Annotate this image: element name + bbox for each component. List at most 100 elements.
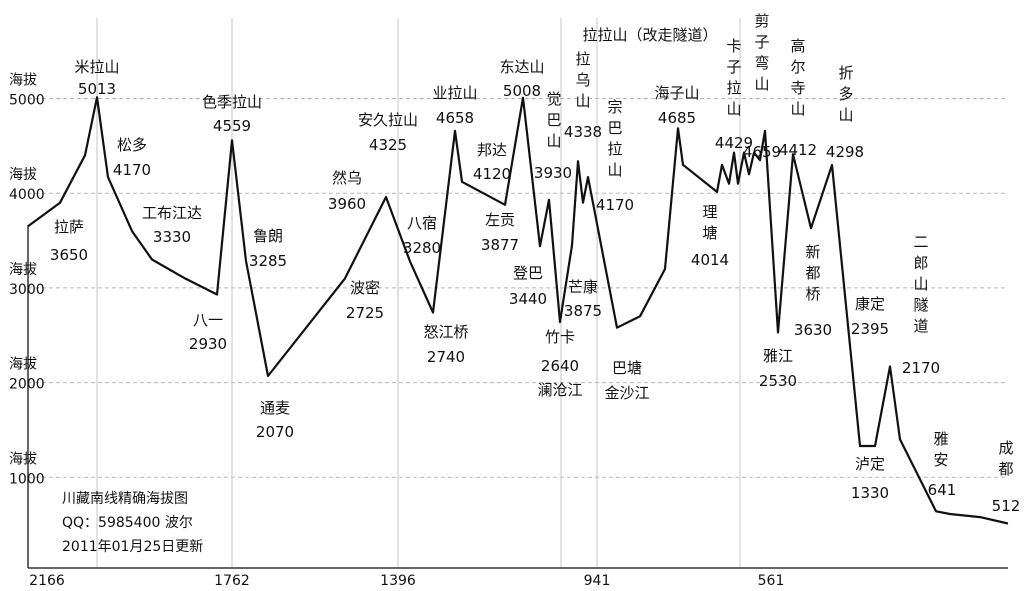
point-name: 邦达 xyxy=(477,141,507,159)
point-value: 3285 xyxy=(249,252,287,270)
chart-info: 川藏南线精确海拔图 QQ：5985400 波尔 2011年01月25日更新 xyxy=(62,491,203,555)
point-value: 1330 xyxy=(851,484,889,502)
point-value: 3875 xyxy=(564,302,602,320)
point-name-char: 新 xyxy=(805,243,820,261)
point-name: 怒江桥 xyxy=(423,323,468,341)
point-name-char: 山 xyxy=(575,92,590,110)
x-tick-label: 2166 xyxy=(29,573,65,589)
point-value: 4170 xyxy=(596,196,634,214)
point-value: 4338 xyxy=(564,123,602,141)
y-tick-label: 4000 xyxy=(9,187,45,203)
point-name: 海子山 xyxy=(654,84,699,102)
point-name-char: 安 xyxy=(933,451,948,469)
point-name-char: 子 xyxy=(754,33,769,51)
point-name-char: 桥 xyxy=(805,285,820,303)
point-name: 工布江达 xyxy=(142,204,202,222)
point-name-vertical: 觉巴山 xyxy=(546,90,561,150)
x-tick-label: 941 xyxy=(584,573,611,589)
point-value: 2930 xyxy=(189,335,227,353)
point-name: 康定 xyxy=(855,295,885,313)
point-value: 3280 xyxy=(403,239,441,257)
y-tick-label: 海拔 xyxy=(9,357,37,373)
point-value: 4659 xyxy=(743,143,781,161)
point-name: 色季拉山 xyxy=(202,93,262,111)
point-name: 金沙江 xyxy=(604,384,649,402)
point-name-char: 巴 xyxy=(607,119,622,137)
point-value: 3440 xyxy=(509,290,547,308)
point-name: 芒康 xyxy=(568,278,598,296)
point-name-char: 子 xyxy=(726,58,741,76)
point-name-vertical: 新都桥 xyxy=(805,243,820,303)
point-value: 5013 xyxy=(78,80,116,98)
point-value: 2530 xyxy=(759,372,797,390)
point-name: 然乌 xyxy=(332,169,362,187)
point-name-char: 山 xyxy=(726,100,741,118)
point-name-char: 山 xyxy=(546,132,561,150)
point-labels: 拉萨 3650 米拉山 5013 松多 4170 工布江达 3330 八一 2930 色季拉山 455… xyxy=(50,12,1020,515)
point-name-vertical: 雅安 xyxy=(933,430,948,469)
y-tick-label: 海拔 xyxy=(9,451,37,467)
point-name-char: 拉 xyxy=(726,79,741,97)
point-value: 4429 xyxy=(715,134,753,152)
point-name-char: 乌 xyxy=(575,71,590,89)
point-name-char: 理 xyxy=(702,203,717,221)
point-value: 4325 xyxy=(369,136,407,154)
y-tick-label: 海拔 xyxy=(9,73,37,89)
point-value: 2725 xyxy=(346,304,384,322)
extra-label: 拉拉山（改走隧道） xyxy=(582,26,717,44)
point-name: 拉萨 xyxy=(54,218,84,236)
point-name: 登巴 xyxy=(513,264,543,282)
point-name: 米拉山 xyxy=(74,58,119,76)
point-name: 鲁朗 xyxy=(253,227,283,245)
axes xyxy=(27,225,1008,569)
point-name-char: 折 xyxy=(838,64,853,82)
point-name: 波密 xyxy=(350,279,380,297)
y-tick-label: 5000 xyxy=(9,93,45,109)
point-name: 通麦 xyxy=(260,399,290,417)
point-name-vertical: 拉乌山 xyxy=(575,50,590,110)
point-value: 3330 xyxy=(153,228,191,246)
point-value: 4658 xyxy=(436,109,474,127)
point-value: 4559 xyxy=(213,117,251,135)
point-name-char: 拉 xyxy=(607,140,622,158)
point-name-char: 剪 xyxy=(754,12,769,30)
point-name-char: 山 xyxy=(607,161,622,179)
chart-title: 川藏南线精确海拔图 xyxy=(62,491,188,507)
point-name-char: 觉 xyxy=(546,90,561,108)
x-tick-label: 1396 xyxy=(380,573,416,589)
point-name: 安久拉山 xyxy=(358,111,418,129)
point-name-vertical: 理塘 xyxy=(702,203,717,242)
credit-qq: QQ：5985400 波尔 xyxy=(62,515,193,531)
grid xyxy=(28,18,1008,568)
point-value: 2070 xyxy=(256,423,294,441)
point-name-char: 拉 xyxy=(575,50,590,68)
point-value: 3930 xyxy=(534,164,572,182)
point-name-char: 郎 xyxy=(913,254,928,272)
point-name: 泸定 xyxy=(855,455,885,473)
point-name: 八一 xyxy=(193,311,223,329)
point-name-char: 雅 xyxy=(933,430,948,448)
point-value: 3650 xyxy=(50,246,88,264)
point-name-char: 都 xyxy=(805,264,820,282)
point-name-char: 巴 xyxy=(546,111,561,129)
y-tick-label: 3000 xyxy=(9,282,45,298)
point-value: 2740 xyxy=(427,348,465,366)
credit-date: 2011年01月25日更新 xyxy=(62,539,203,555)
point-value: 512 xyxy=(992,497,1021,515)
point-name-char: 尔 xyxy=(790,58,805,76)
point-name-char: 弯 xyxy=(754,54,769,72)
elevation-line xyxy=(27,96,1009,525)
point-value: 4014 xyxy=(691,251,729,269)
point-name: 巴塘 xyxy=(612,359,642,377)
point-value: 641 xyxy=(928,481,957,499)
y-tick-label: 海拔 xyxy=(9,167,37,183)
point-name-char: 隧 xyxy=(913,296,928,314)
point-value: 4170 xyxy=(113,161,151,179)
point-name: 竹卡 xyxy=(545,328,575,346)
point-name-char: 成 xyxy=(998,439,1013,457)
y-tick-label: 1000 xyxy=(9,471,45,487)
